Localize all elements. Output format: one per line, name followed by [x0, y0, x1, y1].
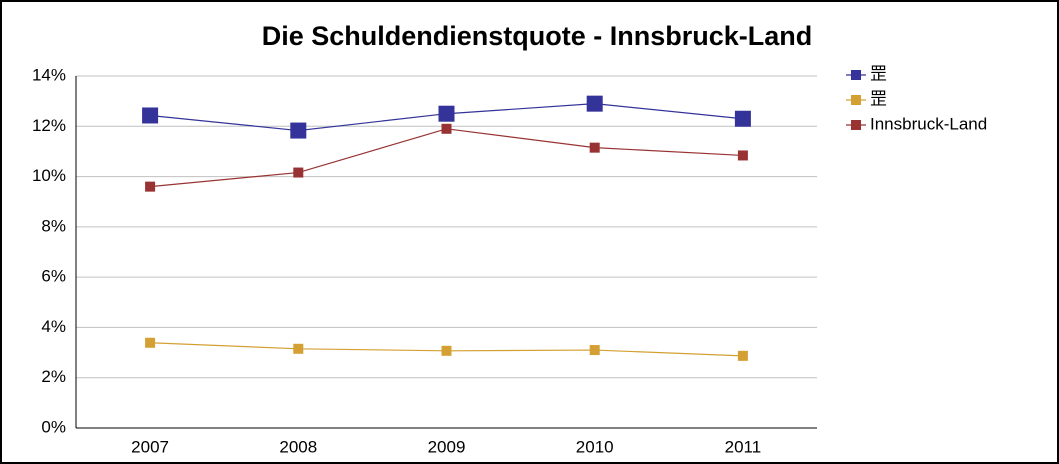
marker	[145, 337, 156, 348]
marker	[737, 350, 748, 361]
marker	[293, 167, 304, 178]
marker	[734, 110, 751, 127]
y-tick-label: 12%	[32, 116, 66, 135]
y-tick-label: 2%	[41, 367, 66, 386]
legend-label: 罡	[870, 89, 887, 108]
marker	[586, 95, 603, 112]
x-tick-label: 2009	[428, 437, 466, 456]
marker	[438, 105, 455, 122]
marker	[290, 122, 307, 139]
x-tick-label: 2008	[279, 437, 317, 456]
y-tick-label: 4%	[41, 317, 66, 336]
marker	[145, 181, 156, 192]
legend-marker	[851, 95, 861, 105]
x-tick-label: 2007	[131, 437, 169, 456]
y-tick-label: 14%	[32, 65, 66, 84]
marker	[441, 123, 452, 134]
legend-label: Innsbruck-Land	[870, 114, 987, 133]
y-tick-label: 6%	[41, 267, 66, 286]
legend-label: 罡	[870, 64, 887, 83]
y-tick-label: 0%	[41, 417, 66, 436]
marker	[589, 142, 600, 153]
y-tick-label: 8%	[41, 216, 66, 235]
marker	[293, 343, 304, 354]
marker	[142, 107, 159, 124]
x-tick-label: 2011	[725, 437, 762, 456]
marker	[441, 345, 452, 356]
chart-title: Die Schuldendienstquote - Innsbruck-Land	[262, 21, 813, 51]
legend-marker	[851, 120, 861, 130]
y-tick-label: 10%	[32, 166, 66, 185]
marker	[589, 345, 600, 356]
marker	[737, 150, 748, 161]
legend-marker	[851, 70, 861, 80]
x-tick-label: 2010	[576, 437, 614, 456]
